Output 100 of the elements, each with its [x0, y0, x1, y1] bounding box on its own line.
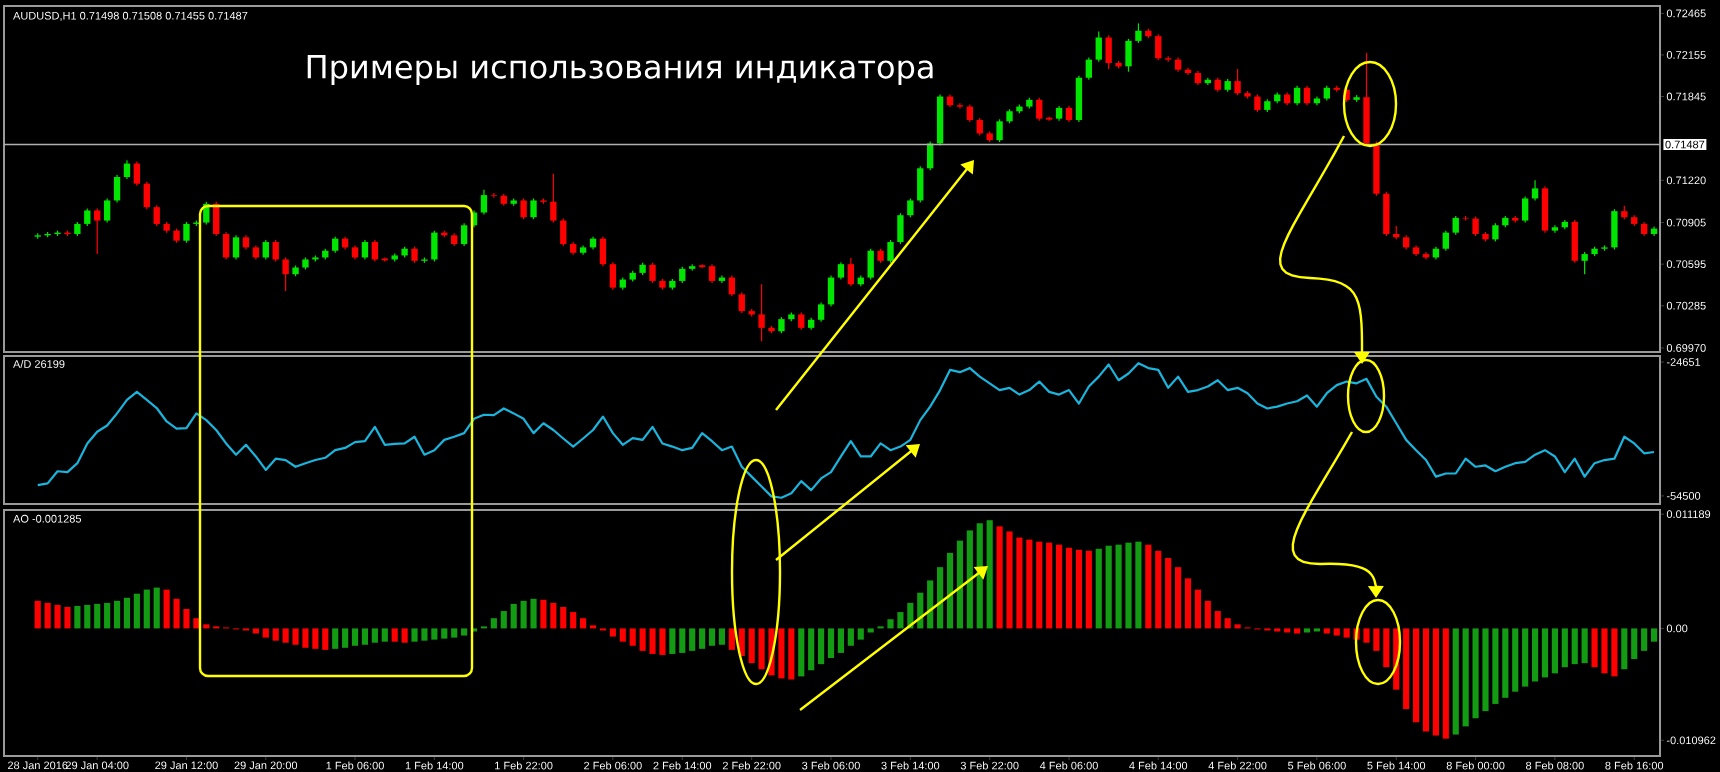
candlestick [1531, 179, 1539, 202]
bar [629, 628, 636, 646]
candlestick [936, 93, 944, 147]
candlestick [113, 174, 121, 204]
candlestick [480, 189, 488, 216]
candlestick [1036, 97, 1043, 122]
candlestick [917, 165, 924, 204]
candlestick [1234, 68, 1241, 96]
bar [1026, 539, 1033, 629]
bar [1432, 628, 1439, 736]
bar [1650, 628, 1658, 642]
candlestick [272, 239, 279, 263]
bar [451, 628, 458, 638]
bar [510, 603, 517, 629]
candlestick [956, 102, 964, 110]
line-series [36, 362, 1656, 499]
bar [252, 628, 259, 634]
bar [1204, 600, 1211, 629]
candlestick [1442, 230, 1449, 252]
candlestick [361, 239, 369, 261]
candlestick [550, 173, 557, 224]
candlestick [1125, 38, 1132, 73]
bar [332, 628, 339, 649]
bar [857, 628, 864, 640]
bar [1532, 628, 1539, 682]
bar [1452, 628, 1459, 735]
bar [966, 530, 973, 629]
bar [1075, 549, 1082, 629]
candlestick [1105, 34, 1112, 70]
bar [1165, 557, 1172, 629]
bar [1512, 628, 1519, 692]
bar [441, 628, 448, 639]
bar [1442, 628, 1449, 739]
candlestick [1571, 219, 1578, 264]
candlestick [1581, 251, 1588, 275]
bar [104, 602, 111, 629]
candlestick [758, 283, 765, 342]
candlestick [1293, 85, 1301, 106]
bar [1194, 589, 1201, 629]
bar [1294, 628, 1301, 634]
bar [937, 567, 944, 629]
candlestick [1521, 195, 1529, 224]
bar [153, 587, 160, 629]
candlestick [728, 274, 736, 297]
candlestick [738, 291, 745, 314]
bar [699, 628, 706, 649]
bar [1383, 628, 1390, 668]
candlestick [1135, 22, 1142, 44]
bar [986, 520, 993, 629]
bar [718, 628, 726, 645]
candlestick [143, 181, 150, 210]
bar [1641, 628, 1648, 651]
bar [143, 589, 150, 629]
bar [728, 628, 735, 650]
bar [272, 628, 279, 641]
bar [1155, 550, 1162, 629]
bar [609, 628, 616, 637]
candlestick [133, 160, 141, 187]
bar [708, 628, 716, 646]
bar [123, 597, 131, 629]
candlestick [1611, 208, 1618, 250]
bar [1502, 628, 1509, 698]
candlestick [431, 230, 438, 263]
bar [490, 618, 497, 629]
bar [1046, 542, 1053, 629]
candlestick [460, 222, 468, 247]
bar [94, 603, 101, 629]
bar [1333, 628, 1340, 636]
candlestick [1155, 33, 1162, 61]
bar [560, 606, 567, 629]
bar [1145, 544, 1152, 629]
candlestick [817, 301, 825, 323]
candlestick [520, 197, 527, 220]
candlestick [183, 221, 190, 244]
bar [837, 628, 844, 653]
bar [322, 628, 329, 650]
candlestick [1303, 85, 1311, 106]
candlestick [123, 159, 131, 180]
bar [113, 600, 121, 629]
bar [1343, 628, 1350, 638]
bar [1214, 611, 1221, 629]
candlestick [530, 197, 537, 220]
candlestick [262, 239, 269, 261]
candlestick [649, 262, 656, 284]
bar [679, 628, 686, 653]
candlestick [153, 204, 160, 227]
candlestick [887, 239, 894, 264]
candlestick [827, 274, 835, 307]
bar [1403, 628, 1410, 710]
bar [580, 618, 587, 629]
candlestick [282, 256, 289, 292]
bar [342, 628, 349, 648]
bar [34, 600, 41, 629]
candlestick [1383, 191, 1390, 237]
bar [1184, 578, 1192, 629]
candlestick [94, 207, 101, 255]
candlestick [1492, 222, 1499, 242]
bar [1561, 628, 1568, 668]
candlestick [371, 239, 379, 263]
bar [798, 628, 805, 677]
